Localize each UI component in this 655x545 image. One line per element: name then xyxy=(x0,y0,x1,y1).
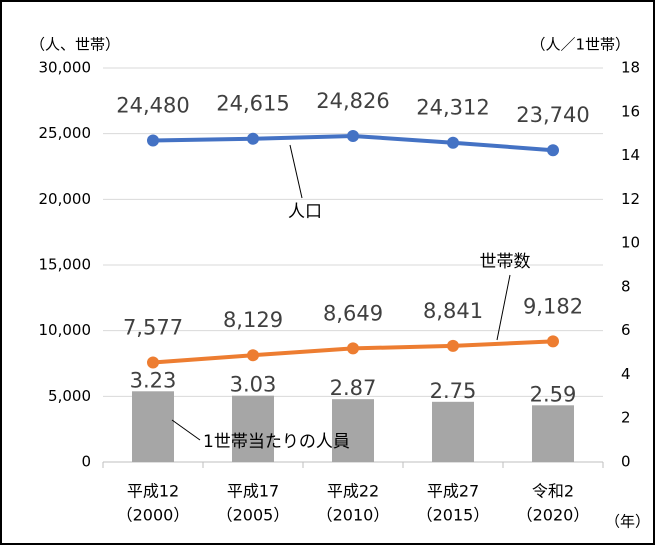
point xyxy=(347,342,359,355)
point-value-label: 24,615 xyxy=(216,92,289,116)
point-value-label: 24,480 xyxy=(116,93,189,117)
point-value-label: 7,577 xyxy=(123,315,183,339)
y2-tick-label: 12 xyxy=(621,190,640,208)
bar xyxy=(432,401,474,462)
bar-value-label: 2.75 xyxy=(430,379,477,403)
y2-tick-label: 18 xyxy=(621,59,640,77)
x-tick-label: 平成12 xyxy=(127,482,179,501)
leader-line xyxy=(171,419,201,441)
series-annotation: 人口 xyxy=(288,202,322,222)
point xyxy=(147,134,159,147)
x-tick-label: （2010） xyxy=(317,506,390,525)
y-axis-label: （人、世帯） xyxy=(30,36,120,54)
point xyxy=(447,136,459,149)
y2-tick-label: 2 xyxy=(621,409,631,427)
y-tick-label: 20,000 xyxy=(39,190,92,208)
x-tick-label: （2015） xyxy=(417,506,490,525)
y2-tick-label: 16 xyxy=(621,102,640,120)
y-tick-label: 0 xyxy=(81,453,91,471)
bar xyxy=(132,391,174,462)
y2-tick-label: 10 xyxy=(621,234,640,252)
point xyxy=(547,144,559,157)
series-annotation: 1世帯当たりの人員 xyxy=(203,432,350,452)
bar-value-label: 2.59 xyxy=(530,382,577,406)
y-tick-label: 30,000 xyxy=(39,59,92,77)
point xyxy=(247,349,259,362)
point xyxy=(347,129,359,142)
point xyxy=(147,356,159,369)
leader-line xyxy=(496,274,511,341)
point-value-label: 24,826 xyxy=(316,89,389,113)
x-tick-label: 令和2 xyxy=(532,482,574,501)
x-tick-label: （2020） xyxy=(517,506,590,525)
y2-axis-label: （人／1世帯） xyxy=(530,36,630,54)
bar-value-label: 3.23 xyxy=(130,368,177,392)
x-axis-label: （年） xyxy=(605,513,650,531)
point-value-label: 8,841 xyxy=(423,299,483,323)
y2-tick-label: 6 xyxy=(621,321,631,339)
bar-value-label: 2.87 xyxy=(330,376,377,400)
point xyxy=(447,339,459,352)
y-tick-label: 25,000 xyxy=(39,124,92,142)
y2-tick-label: 14 xyxy=(621,146,640,164)
y2-tick-label: 0 xyxy=(621,453,631,471)
bar-value-label: 3.03 xyxy=(230,373,277,397)
leader-line xyxy=(289,144,303,199)
point-value-label: 24,312 xyxy=(416,96,489,120)
x-tick-label: （2005） xyxy=(217,506,290,525)
x-tick-label: 平成27 xyxy=(427,482,479,501)
point-value-label: 8,649 xyxy=(323,301,383,325)
point-value-label: 8,129 xyxy=(223,308,283,332)
y-tick-label: 5,000 xyxy=(48,387,91,405)
point xyxy=(547,335,559,348)
y2-tick-label: 8 xyxy=(621,277,631,295)
point-value-label: 23,740 xyxy=(516,103,589,127)
y-tick-label: 10,000 xyxy=(39,321,92,339)
bar xyxy=(232,395,274,462)
y2-tick-label: 4 xyxy=(621,365,631,383)
point-value-label: 9,182 xyxy=(523,294,583,318)
bar xyxy=(532,405,574,462)
x-tick-label: 平成17 xyxy=(227,482,279,501)
x-tick-label: （2000） xyxy=(117,506,190,525)
point xyxy=(247,132,259,145)
x-tick-label: 平成22 xyxy=(327,482,379,501)
bar xyxy=(332,399,374,462)
y-tick-label: 15,000 xyxy=(39,256,92,274)
series-annotation: 世帯数 xyxy=(480,252,531,272)
